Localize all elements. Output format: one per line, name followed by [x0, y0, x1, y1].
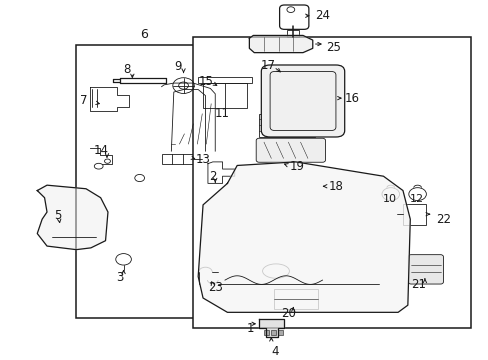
Text: 1: 1 — [246, 322, 254, 335]
FancyBboxPatch shape — [261, 65, 344, 137]
Circle shape — [286, 7, 294, 13]
FancyBboxPatch shape — [256, 138, 325, 162]
Text: 21: 21 — [411, 278, 426, 291]
Bar — [193, 36, 470, 328]
Bar — [76, 45, 237, 318]
Bar — [259, 113, 315, 137]
Bar — [271, 330, 276, 335]
Bar — [287, 30, 299, 36]
Polygon shape — [198, 162, 409, 312]
Bar — [198, 77, 251, 83]
Polygon shape — [249, 35, 312, 53]
Text: 9: 9 — [174, 60, 181, 73]
Text: 22: 22 — [435, 213, 450, 226]
Bar — [161, 154, 193, 165]
Text: 14: 14 — [93, 144, 108, 157]
Text: 10: 10 — [382, 194, 396, 204]
Bar — [273, 289, 317, 309]
Text: 23: 23 — [207, 281, 222, 294]
Text: 13: 13 — [195, 153, 210, 166]
Text: 3: 3 — [116, 271, 123, 284]
Bar — [402, 204, 426, 225]
Text: 4: 4 — [271, 345, 278, 357]
Polygon shape — [37, 185, 108, 249]
Text: 16: 16 — [344, 92, 359, 105]
Polygon shape — [259, 319, 284, 337]
Text: 25: 25 — [326, 41, 341, 54]
Text: 6: 6 — [140, 28, 147, 41]
Bar — [264, 330, 268, 335]
FancyBboxPatch shape — [407, 255, 443, 284]
Text: 19: 19 — [289, 160, 304, 173]
Circle shape — [116, 253, 131, 265]
Text: 11: 11 — [214, 107, 229, 120]
Text: 18: 18 — [328, 180, 343, 193]
Bar — [203, 83, 246, 108]
Text: 2: 2 — [209, 170, 216, 183]
Bar — [277, 330, 282, 335]
Text: 7: 7 — [80, 94, 87, 107]
Text: 17: 17 — [260, 59, 275, 72]
Text: 8: 8 — [122, 63, 130, 76]
Text: 12: 12 — [409, 194, 423, 204]
FancyBboxPatch shape — [279, 5, 308, 30]
Text: 15: 15 — [199, 75, 213, 88]
Text: 24: 24 — [315, 9, 329, 22]
Text: 20: 20 — [281, 307, 295, 320]
Text: 5: 5 — [55, 209, 62, 222]
